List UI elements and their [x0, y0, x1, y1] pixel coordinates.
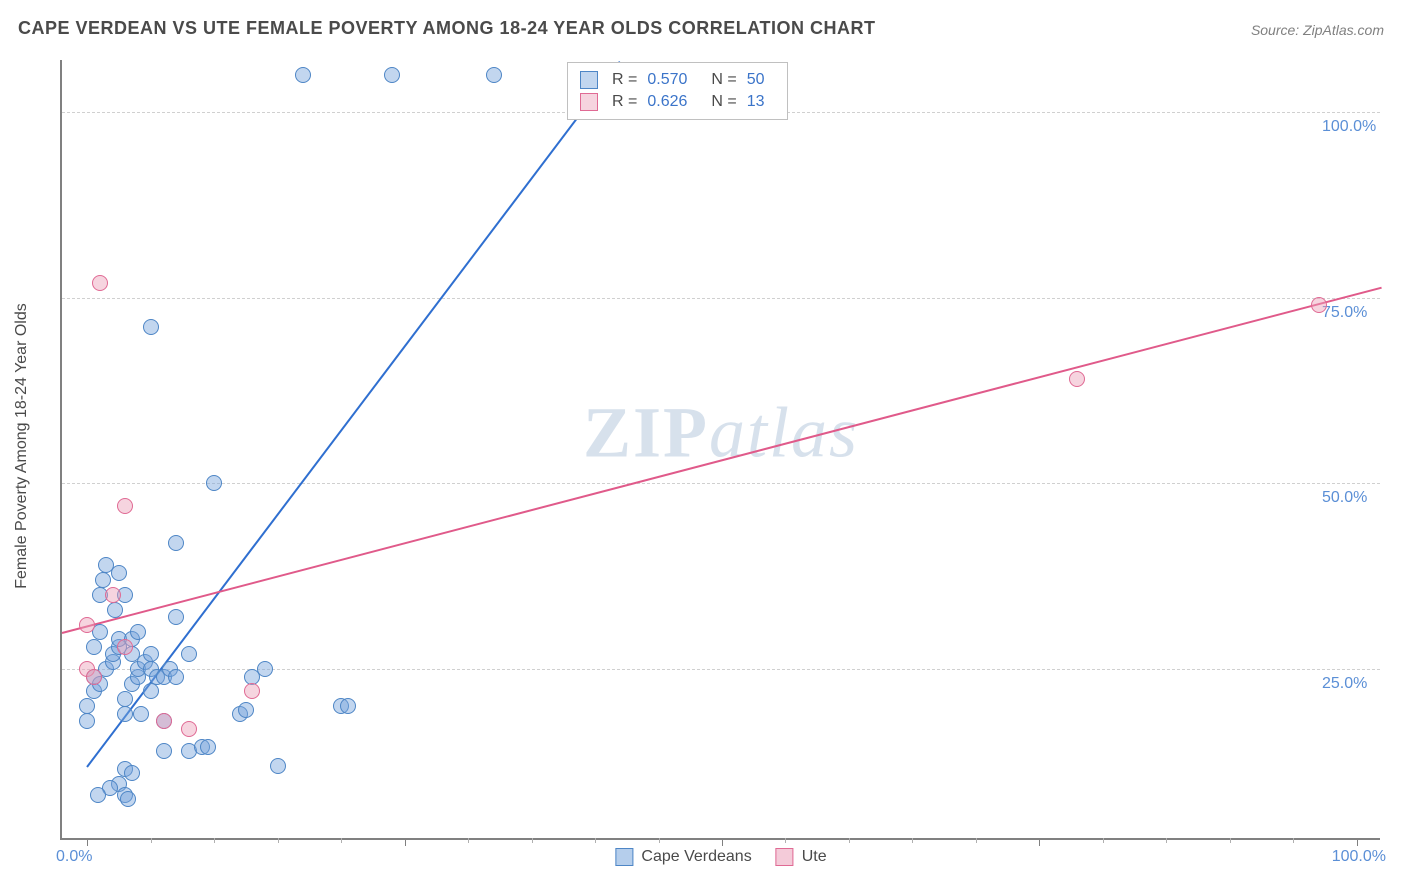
stats-box: R = 0.570 N = 50 R = 0.626 N = 13 — [567, 62, 788, 120]
legend-swatch — [615, 848, 633, 866]
data-point — [143, 646, 159, 662]
data-point — [117, 498, 133, 514]
data-point — [111, 565, 127, 581]
data-point — [168, 609, 184, 625]
data-point — [206, 475, 222, 491]
data-point — [124, 765, 140, 781]
data-point — [90, 787, 106, 803]
legend-label: Ute — [802, 848, 827, 866]
stat-n-label: N = — [711, 71, 736, 89]
x-tick-minor — [659, 838, 660, 843]
x-tick-major — [1357, 838, 1358, 846]
y-tick-label: 75.0% — [1322, 304, 1374, 322]
stat-r-label: R = — [612, 93, 637, 111]
stat-n-value: 50 — [747, 71, 775, 89]
data-point — [117, 691, 133, 707]
stats-row: R = 0.570 N = 50 — [580, 69, 775, 91]
data-point — [295, 67, 311, 83]
data-point — [107, 602, 123, 618]
x-tick-minor — [468, 838, 469, 843]
legend: Cape Verdeans Ute — [615, 848, 826, 866]
data-point — [117, 706, 133, 722]
y-tick-label: 25.0% — [1322, 675, 1374, 693]
x-tick-minor — [532, 838, 533, 843]
correlation-chart: CAPE VERDEAN VS UTE FEMALE POVERTY AMONG… — [0, 0, 1406, 892]
x-tick-minor — [976, 838, 977, 843]
stat-n-value: 13 — [747, 93, 775, 111]
legend-item: Ute — [776, 848, 827, 866]
chart-title: CAPE VERDEAN VS UTE FEMALE POVERTY AMONG… — [18, 18, 875, 39]
stat-r-label: R = — [612, 71, 637, 89]
data-point — [133, 706, 149, 722]
x-tick-major — [87, 838, 88, 846]
data-point — [270, 758, 286, 774]
data-point — [92, 275, 108, 291]
data-point — [244, 683, 260, 699]
regression-line — [62, 287, 1382, 634]
x-tick-minor — [1103, 838, 1104, 843]
data-point — [168, 535, 184, 551]
x-tick-minor — [278, 838, 279, 843]
data-point — [105, 587, 121, 603]
data-point — [86, 639, 102, 655]
series-swatch — [580, 71, 598, 89]
data-point — [1069, 371, 1085, 387]
x-tick-major — [722, 838, 723, 846]
data-point — [340, 698, 356, 714]
data-point — [168, 669, 184, 685]
data-point — [181, 646, 197, 662]
y-tick-label: 100.0% — [1322, 118, 1374, 136]
legend-swatch — [776, 848, 794, 866]
data-point — [156, 713, 172, 729]
x-axis-max-label: 100.0% — [1332, 848, 1386, 866]
data-point — [86, 669, 102, 685]
data-point — [143, 683, 159, 699]
x-tick-major — [405, 838, 406, 846]
x-axis-min-label: 0.0% — [56, 848, 92, 866]
x-tick-minor — [1230, 838, 1231, 843]
y-tick-label: 50.0% — [1322, 489, 1374, 507]
data-point — [238, 702, 254, 718]
x-tick-minor — [214, 838, 215, 843]
x-tick-minor — [849, 838, 850, 843]
data-point — [257, 661, 273, 677]
x-tick-minor — [1293, 838, 1294, 843]
x-tick-minor — [151, 838, 152, 843]
data-point — [120, 791, 136, 807]
data-point — [156, 743, 172, 759]
data-point — [117, 639, 133, 655]
data-point — [200, 739, 216, 755]
data-point — [486, 67, 502, 83]
source-attribution: Source: ZipAtlas.com — [1251, 22, 1384, 38]
x-tick-minor — [1166, 838, 1167, 843]
data-point — [79, 698, 95, 714]
data-point — [95, 572, 111, 588]
y-axis-title: Female Poverty Among 18-24 Year Olds — [13, 303, 31, 589]
data-point — [143, 319, 159, 335]
x-tick-minor — [341, 838, 342, 843]
legend-label: Cape Verdeans — [641, 848, 751, 866]
data-point — [130, 624, 146, 640]
gridline — [62, 298, 1380, 299]
legend-item: Cape Verdeans — [615, 848, 751, 866]
x-tick-minor — [912, 838, 913, 843]
data-point — [79, 617, 95, 633]
data-point — [79, 713, 95, 729]
stat-n-label: N = — [711, 93, 736, 111]
stat-r-value: 0.626 — [647, 93, 697, 111]
series-swatch — [580, 93, 598, 111]
data-point — [181, 721, 197, 737]
data-point — [1311, 297, 1327, 313]
gridline — [62, 483, 1380, 484]
x-tick-major — [1039, 838, 1040, 846]
data-point — [384, 67, 400, 83]
x-tick-minor — [785, 838, 786, 843]
stat-r-value: 0.570 — [647, 71, 697, 89]
x-tick-minor — [595, 838, 596, 843]
stats-row: R = 0.626 N = 13 — [580, 91, 775, 113]
plot-area: ZIPatlas 0.0% 100.0% Cape VerdeansUte 25… — [60, 60, 1380, 840]
